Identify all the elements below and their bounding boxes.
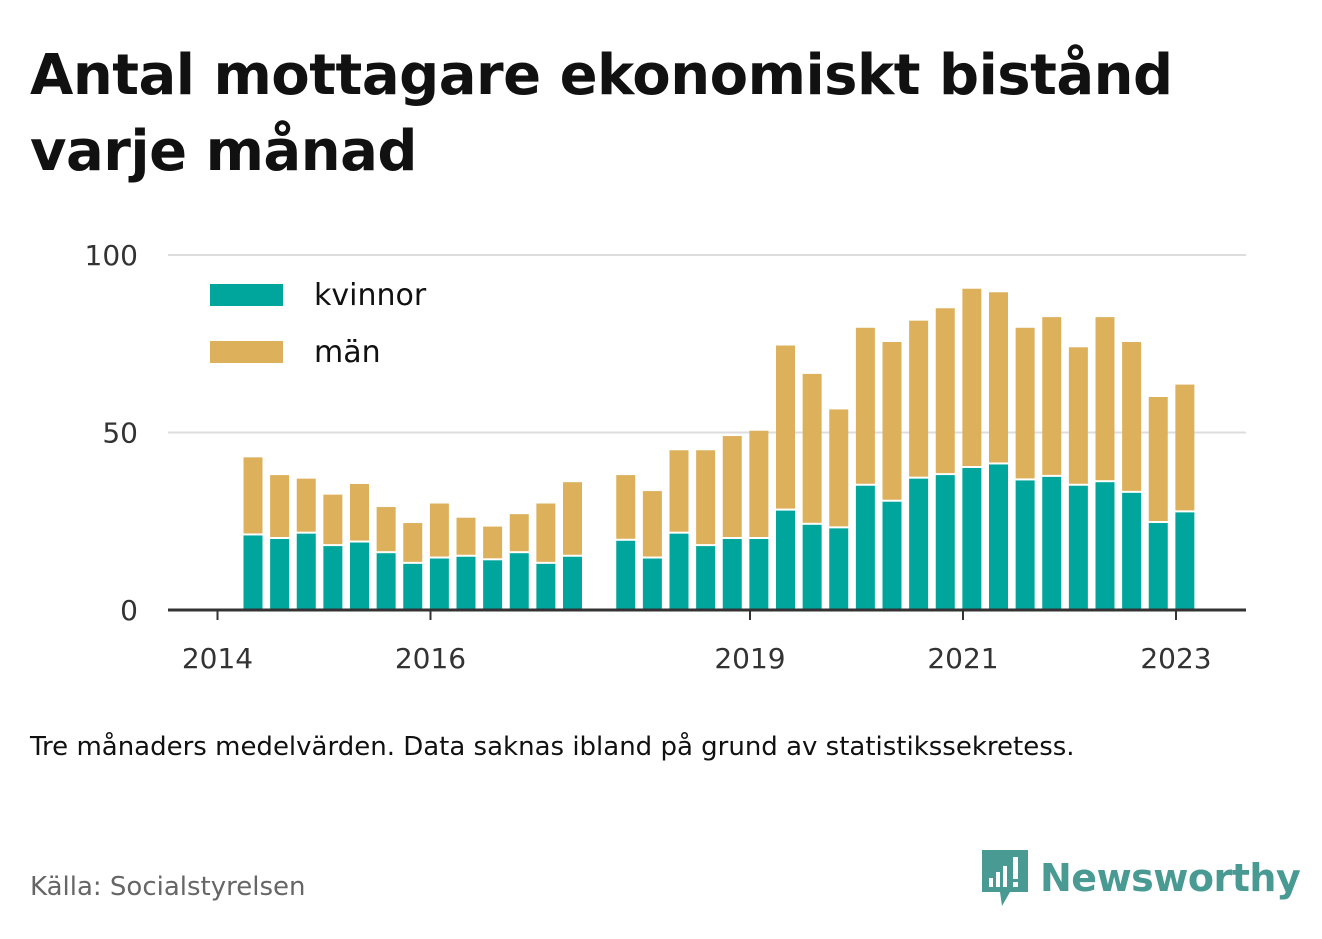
bar-kvinnor (376, 553, 396, 610)
bar-kvinnor (270, 539, 290, 610)
bar-man (376, 507, 396, 552)
bar-man (962, 288, 982, 466)
bar-man (642, 491, 662, 557)
bar-man (1015, 327, 1035, 479)
bar-man (243, 457, 263, 534)
bar-man (776, 345, 795, 509)
bar-kvinnor (855, 485, 875, 610)
bar-man (1095, 317, 1115, 481)
bar-man (696, 450, 716, 545)
bar-man (1122, 341, 1142, 491)
newsworthy-logo-icon (982, 850, 1028, 906)
bar-man (882, 341, 902, 500)
bar-man (989, 292, 1008, 463)
bars-layer (243, 288, 1195, 610)
legend-label: kvinnor (314, 278, 427, 313)
bar-man (350, 483, 369, 541)
x-tick-label: 2019 (714, 642, 785, 675)
bar-kvinnor (989, 464, 1008, 610)
bar-kvinnor (429, 558, 449, 610)
bar-man (669, 450, 689, 532)
bar-kvinnor (243, 535, 263, 610)
bar-kvinnor (563, 556, 582, 610)
bar-man (429, 503, 449, 557)
bar-kvinnor (722, 539, 742, 610)
bar-kvinnor (1175, 512, 1195, 610)
legend: kvinnor män (210, 278, 427, 370)
bar-man (483, 526, 503, 559)
bar-kvinnor (696, 546, 716, 610)
bar-kvinnor (882, 501, 902, 610)
bar-man (1068, 347, 1088, 484)
bar-man (509, 514, 529, 552)
bar-man (270, 475, 290, 537)
bar-kvinnor (296, 533, 316, 610)
bar-kvinnor (456, 556, 476, 610)
bar-man (1148, 397, 1168, 522)
grid-layer (168, 254, 1246, 434)
legend-label: män (314, 335, 381, 370)
bar-man (323, 494, 343, 545)
x-tick-label: 2023 (1140, 642, 1211, 675)
bar-kvinnor (642, 558, 662, 610)
bar-kvinnor (1015, 480, 1035, 610)
legend-swatch (210, 341, 283, 363)
y-tick-label: 50 (102, 417, 138, 450)
bar-kvinnor (962, 468, 982, 610)
bar-man (855, 327, 875, 484)
bar-kvinnor (749, 539, 769, 610)
bar-man (456, 517, 476, 555)
bar-man (829, 409, 849, 527)
bar-man (403, 523, 423, 562)
bar-man (909, 320, 929, 477)
bar-kvinnor (1068, 485, 1088, 610)
axis-layer: 0 50 100 2014 2016 2019 2021 2023 (85, 239, 1246, 675)
y-tick-label: 0 (120, 594, 138, 627)
bar-kvinnor (935, 475, 955, 610)
bar-kvinnor (616, 540, 636, 610)
chart-title: Antal mottagare ekonomiskt bistånd varje… (30, 43, 1173, 184)
x-tick-label: 2016 (395, 642, 466, 675)
legend-swatch (210, 284, 283, 306)
bar-kvinnor (1122, 492, 1142, 610)
bar-kvinnor (829, 528, 849, 610)
brand-name: Newsworthy (1040, 856, 1301, 900)
bar-kvinnor (776, 510, 795, 610)
bar-kvinnor (909, 478, 929, 610)
bar-man (563, 482, 582, 555)
bar-kvinnor (350, 542, 369, 610)
x-tick-label: 2014 (182, 642, 253, 675)
bar-kvinnor (669, 533, 689, 610)
bar-man (536, 503, 556, 562)
bar-kvinnor (536, 563, 556, 610)
bar-kvinnor (802, 524, 822, 610)
y-tick-label: 100 (85, 239, 138, 272)
brand-logo: Newsworthy (980, 848, 1301, 908)
bar-kvinnor (403, 563, 423, 610)
bar-man (1175, 384, 1195, 511)
bar-man (749, 430, 769, 537)
bar-man (935, 308, 955, 474)
bar-kvinnor (509, 553, 529, 610)
bar-man (722, 436, 742, 537)
bar-man (1042, 317, 1062, 475)
bar-kvinnor (323, 546, 343, 610)
bar-man (296, 478, 316, 532)
bar-man (616, 475, 636, 539)
bar-kvinnor (1042, 476, 1062, 610)
x-tick-label: 2021 (927, 642, 998, 675)
bar-kvinnor (1095, 482, 1115, 610)
source-text: Källa: Socialstyrelsen (30, 872, 306, 902)
bar-kvinnor (1148, 523, 1168, 610)
bar-man (802, 373, 822, 523)
chart-note: Tre månaders medelvärden. Data saknas ib… (30, 732, 1075, 762)
bar-kvinnor (483, 560, 503, 610)
